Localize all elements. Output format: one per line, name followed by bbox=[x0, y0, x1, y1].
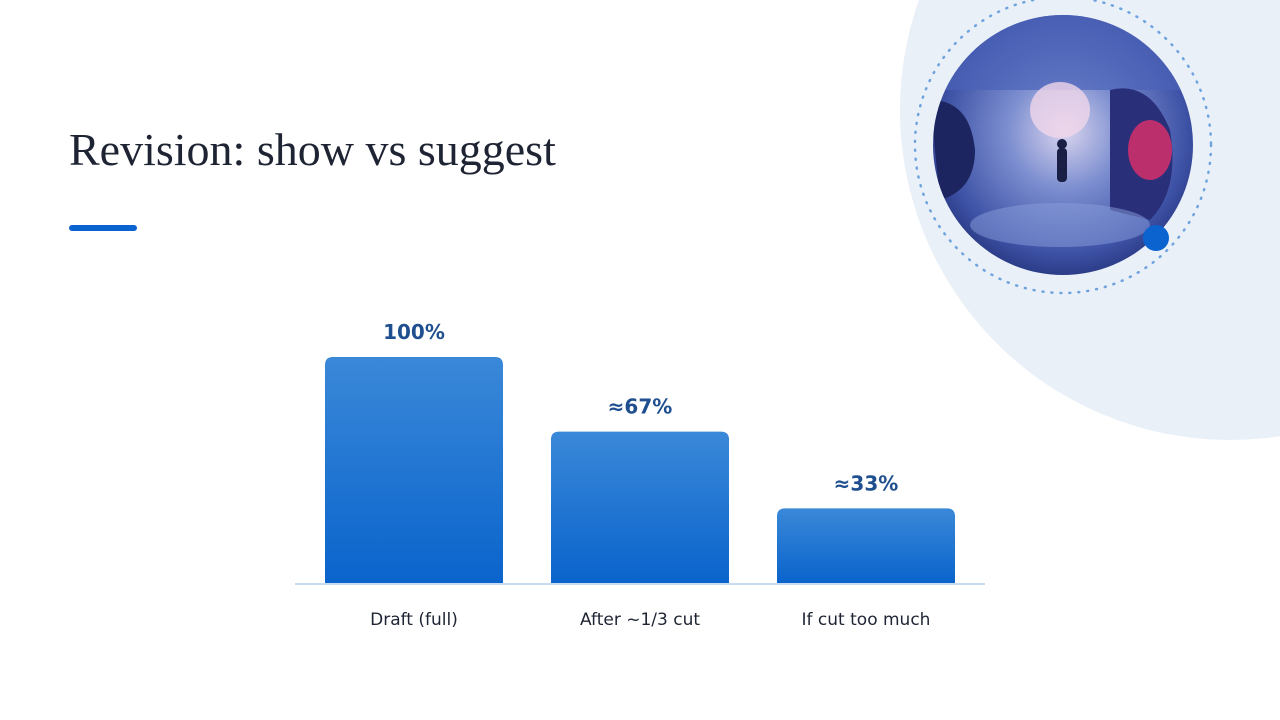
value-label: ≈67% bbox=[608, 395, 673, 419]
accent-dot bbox=[1143, 225, 1169, 251]
x-tick-label: Draft (full) bbox=[370, 610, 458, 630]
chart-title: Revision: show vs suggest bbox=[69, 124, 556, 175]
bar bbox=[777, 508, 955, 583]
title-underline bbox=[69, 225, 137, 231]
dotted-ring bbox=[913, 0, 1213, 295]
bar bbox=[551, 431, 729, 583]
value-label: 100% bbox=[383, 320, 445, 344]
x-tick-label: If cut too much bbox=[802, 610, 931, 630]
bar bbox=[325, 357, 503, 583]
value-label: ≈33% bbox=[834, 471, 899, 495]
x-tick-label: After ~1/3 cut bbox=[580, 610, 700, 630]
